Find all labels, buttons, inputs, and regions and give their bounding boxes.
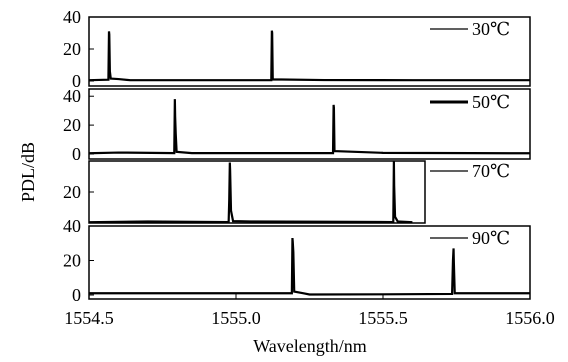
- series-line-2: [89, 99, 530, 155]
- legend-label: 50℃: [472, 92, 510, 112]
- panel-frame: [88, 16, 531, 87]
- legend-label: 70℃: [472, 161, 510, 181]
- x-axis-title: Wavelength/nm: [253, 336, 367, 356]
- series-line-3: [89, 161, 413, 223]
- panel-1: 0 20 40 30℃: [63, 7, 531, 91]
- x-tick-label: 1554.5: [64, 308, 114, 328]
- y-tick-label: 20: [63, 251, 81, 271]
- panel-2: 0 20 40 50℃: [63, 86, 531, 164]
- x-axis: 1554.5 1555.0 1555.5 1556.0: [64, 294, 555, 328]
- panel-4: 0 20 40 90℃: [63, 216, 531, 305]
- y-tick-label: 0: [72, 285, 81, 305]
- panel-frame: [88, 88, 531, 160]
- legend-label: 30℃: [472, 19, 510, 39]
- y-tick-label: 40: [63, 86, 81, 106]
- legend-label: 90℃: [472, 228, 510, 248]
- panel-3: 20 70℃: [63, 160, 510, 224]
- y-tick-label: 40: [63, 7, 81, 27]
- panel-frame: [88, 225, 531, 300]
- y-tick-label: 40: [63, 216, 81, 236]
- series-line-4: [89, 237, 530, 296]
- y-tick-label: 20: [63, 39, 81, 59]
- y-tick-label: 20: [63, 115, 81, 135]
- y-tick-label: 0: [72, 144, 81, 164]
- panel-frame: [88, 160, 426, 224]
- x-tick-label: 1555.5: [358, 308, 408, 328]
- x-tick-label: 1556.0: [505, 308, 555, 328]
- y-tick-label: 20: [63, 182, 81, 202]
- panels-layer: 0 20 40 30℃ 0 20 40 50℃ 20 70℃ 0 20 40 90℃: [63, 7, 531, 305]
- x-tick-label: 1555.0: [211, 308, 261, 328]
- y-tick-label: 0: [72, 71, 81, 91]
- y-axis-title: PDL/dB: [18, 142, 38, 202]
- series-line-1: [89, 30, 530, 82]
